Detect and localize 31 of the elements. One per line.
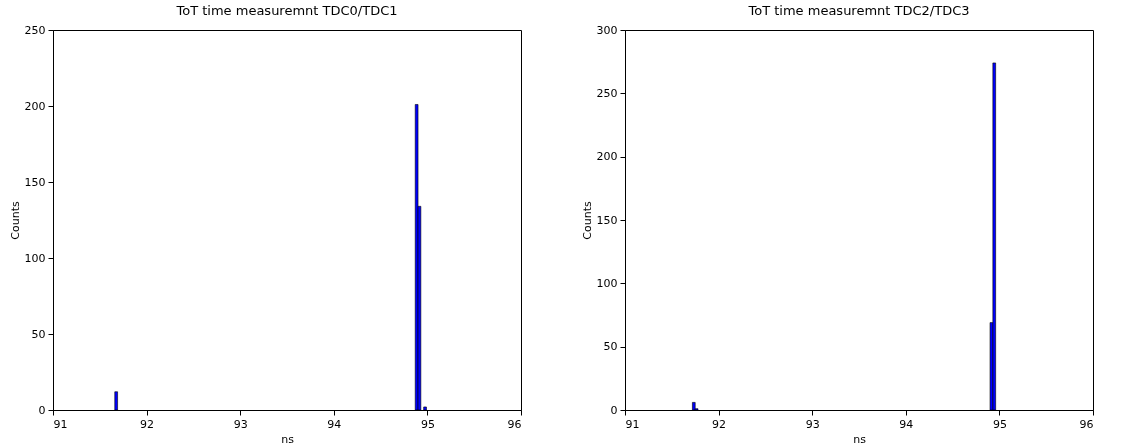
y-tick-label: 250 — [24, 23, 46, 37]
y-tick-label: 250 — [596, 86, 618, 100]
x-tick-label: 93 — [805, 417, 820, 431]
y-tick-label: 50 — [31, 327, 46, 341]
y-tick-label: 50 — [603, 340, 618, 354]
x-tick-label: 94 — [899, 417, 914, 431]
chart-title: ToT time measuremnt TDC2/TDC3 — [747, 3, 970, 18]
y-tick-label: 100 — [596, 276, 618, 290]
x-tick-label: 96 — [507, 417, 522, 431]
y-axis-title: Counts — [8, 201, 22, 240]
y-tick-label: 100 — [24, 251, 46, 265]
y-tick-label: 0 — [38, 403, 46, 417]
x-tick-label: 96 — [1079, 417, 1094, 431]
x-axis-title: ns — [281, 432, 295, 446]
y-tick-label: 300 — [596, 23, 618, 37]
x-tick-label: 93 — [233, 417, 248, 431]
y-axis-title: Counts — [580, 201, 594, 240]
x-tick-label: 92 — [712, 417, 727, 431]
x-tick-label: 95 — [420, 417, 435, 431]
chart-title: ToT time measuremnt TDC0/TDC1 — [175, 3, 398, 18]
x-axis-title: ns — [853, 432, 867, 446]
x-tick-label: 94 — [327, 417, 342, 431]
y-tick-label: 200 — [24, 99, 46, 113]
x-tick-label: 92 — [140, 417, 155, 431]
y-tick-label: 200 — [596, 150, 618, 164]
y-tick-label: 0 — [610, 403, 618, 417]
x-tick-label: 91 — [625, 417, 640, 431]
x-tick-label: 95 — [992, 417, 1007, 431]
x-tick-label: 91 — [53, 417, 68, 431]
y-tick-label: 150 — [24, 175, 46, 189]
y-tick-label: 150 — [596, 213, 618, 227]
